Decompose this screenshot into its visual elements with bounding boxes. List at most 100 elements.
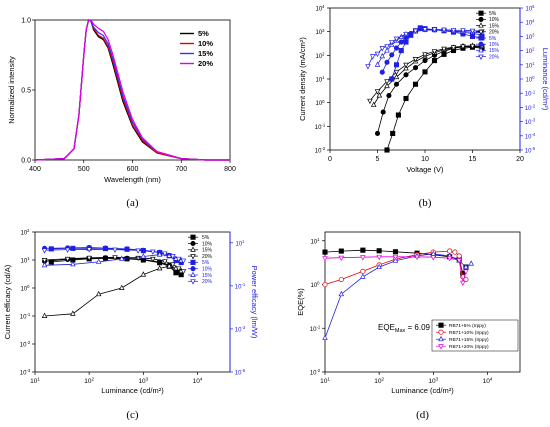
- legend-marker: [438, 329, 444, 335]
- data-point: [414, 254, 420, 261]
- data-point: [412, 57, 419, 63]
- data-point: [367, 98, 373, 105]
- y-tick-label: 100: [310, 281, 320, 289]
- data-point: [384, 44, 390, 50]
- data-point: [376, 248, 382, 254]
- y-axis-label: Current efficacy (cd/A): [3, 264, 12, 339]
- data-point: [395, 112, 401, 118]
- data-point: [460, 280, 466, 287]
- data-point: [456, 258, 462, 264]
- data-point: [374, 61, 381, 67]
- x-tick-label: 800: [224, 166, 236, 173]
- data-point: [376, 92, 383, 98]
- data-point: [135, 248, 141, 254]
- y-tick-label: 10-1: [310, 324, 321, 332]
- legend-entry: 20%: [489, 30, 500, 36]
- data-point: [403, 62, 409, 69]
- legend-marker: [190, 266, 196, 272]
- data-point: [393, 62, 400, 68]
- legend-entry: 5%: [198, 29, 209, 38]
- data-point: [70, 245, 76, 251]
- y-axis-label: Current density (mA/cm²): [298, 37, 307, 121]
- x-axis-label: Luminance (cd/m²): [101, 386, 164, 395]
- legend-marker: [478, 35, 484, 41]
- legend-entry: 10%: [202, 241, 213, 247]
- data-point: [422, 27, 428, 33]
- data-point: [469, 43, 476, 50]
- plot-frame: [34, 231, 231, 373]
- data-point: [175, 256, 182, 263]
- y2-tick-label: 103: [525, 33, 535, 41]
- y2-tick-label: 10-3: [235, 325, 246, 333]
- x-axis-label: Wavelength (nm): [104, 175, 161, 184]
- data-point: [112, 247, 118, 253]
- y2-tick-label: 10-1: [235, 282, 246, 290]
- y-axis-label: EQE(%): [296, 288, 305, 316]
- legend-entry: 15%: [198, 49, 213, 58]
- chart-a: 400 500 600 700 800 0.0 0.5 1.0 Wavelength (nm) N…: [7, 18, 236, 210]
- panel-label-c: (c): [126, 409, 139, 421]
- y-tick-label: 102: [315, 51, 325, 59]
- y-tick-label: 10-2: [315, 146, 326, 154]
- legend-marker: [478, 16, 484, 22]
- y-tick-label: 10-1: [315, 122, 326, 130]
- data-point: [95, 258, 102, 264]
- legend-marker: [190, 254, 196, 260]
- series-line: [44, 257, 182, 274]
- x-tick-label: 10: [421, 156, 429, 163]
- data-point: [41, 261, 48, 268]
- y-tick-label: 102: [20, 228, 30, 236]
- data-point: [422, 69, 428, 75]
- data-point: [156, 265, 163, 271]
- x-tick-label: 700: [175, 166, 187, 173]
- y2-tick-label: 10-5: [235, 368, 246, 376]
- data-point: [70, 310, 76, 316]
- data-point: [389, 52, 395, 58]
- data-point: [118, 284, 125, 290]
- data-point: [112, 255, 118, 261]
- legend-box: [431, 319, 519, 352]
- legend-marker: [438, 322, 444, 328]
- y2-tick-label: 10-1: [525, 89, 536, 97]
- data-point: [412, 65, 419, 71]
- data-point: [384, 79, 390, 85]
- data-point: [431, 49, 438, 55]
- data-point: [403, 95, 409, 102]
- y-tick-label: 103: [315, 28, 325, 36]
- series-line: [44, 265, 182, 317]
- data-point: [431, 27, 438, 33]
- y2-tick-label: 100: [525, 75, 535, 83]
- legend-marker: [190, 234, 196, 240]
- y-tick-label: 10-3: [20, 368, 31, 376]
- legend-marker: [478, 54, 484, 60]
- data-point: [86, 255, 92, 262]
- legend-marker: [190, 246, 196, 252]
- x-tick-label: 104: [483, 376, 493, 385]
- data-point: [170, 254, 176, 260]
- legend-marker: [190, 240, 196, 247]
- legend-entry: 20%: [202, 279, 213, 285]
- data-point: [441, 27, 447, 33]
- legend-entry: RB71+15% (Irppy): [449, 337, 489, 343]
- y2-tick-label: 102: [525, 47, 535, 55]
- data-point: [398, 48, 404, 54]
- data-point: [450, 28, 457, 34]
- y2-tick-label: 10-5: [525, 146, 536, 154]
- legend-entry: 10%: [202, 267, 213, 273]
- data-point: [162, 259, 168, 265]
- data-point: [460, 44, 466, 50]
- y-tick-label: 101: [315, 75, 325, 83]
- legend-marker: [478, 10, 484, 16]
- y-tick-label: 104: [315, 4, 325, 12]
- data-point: [412, 81, 419, 87]
- legend-entry: 10%: [489, 42, 500, 48]
- data-point: [338, 290, 345, 297]
- data-point: [392, 257, 399, 263]
- data-point: [469, 28, 476, 35]
- x-tick-label: 101: [30, 376, 40, 385]
- x-tick-label: 102: [84, 376, 94, 385]
- legend-marker: [438, 335, 444, 342]
- data-point: [460, 28, 466, 34]
- x-tick-label: 102: [374, 376, 384, 385]
